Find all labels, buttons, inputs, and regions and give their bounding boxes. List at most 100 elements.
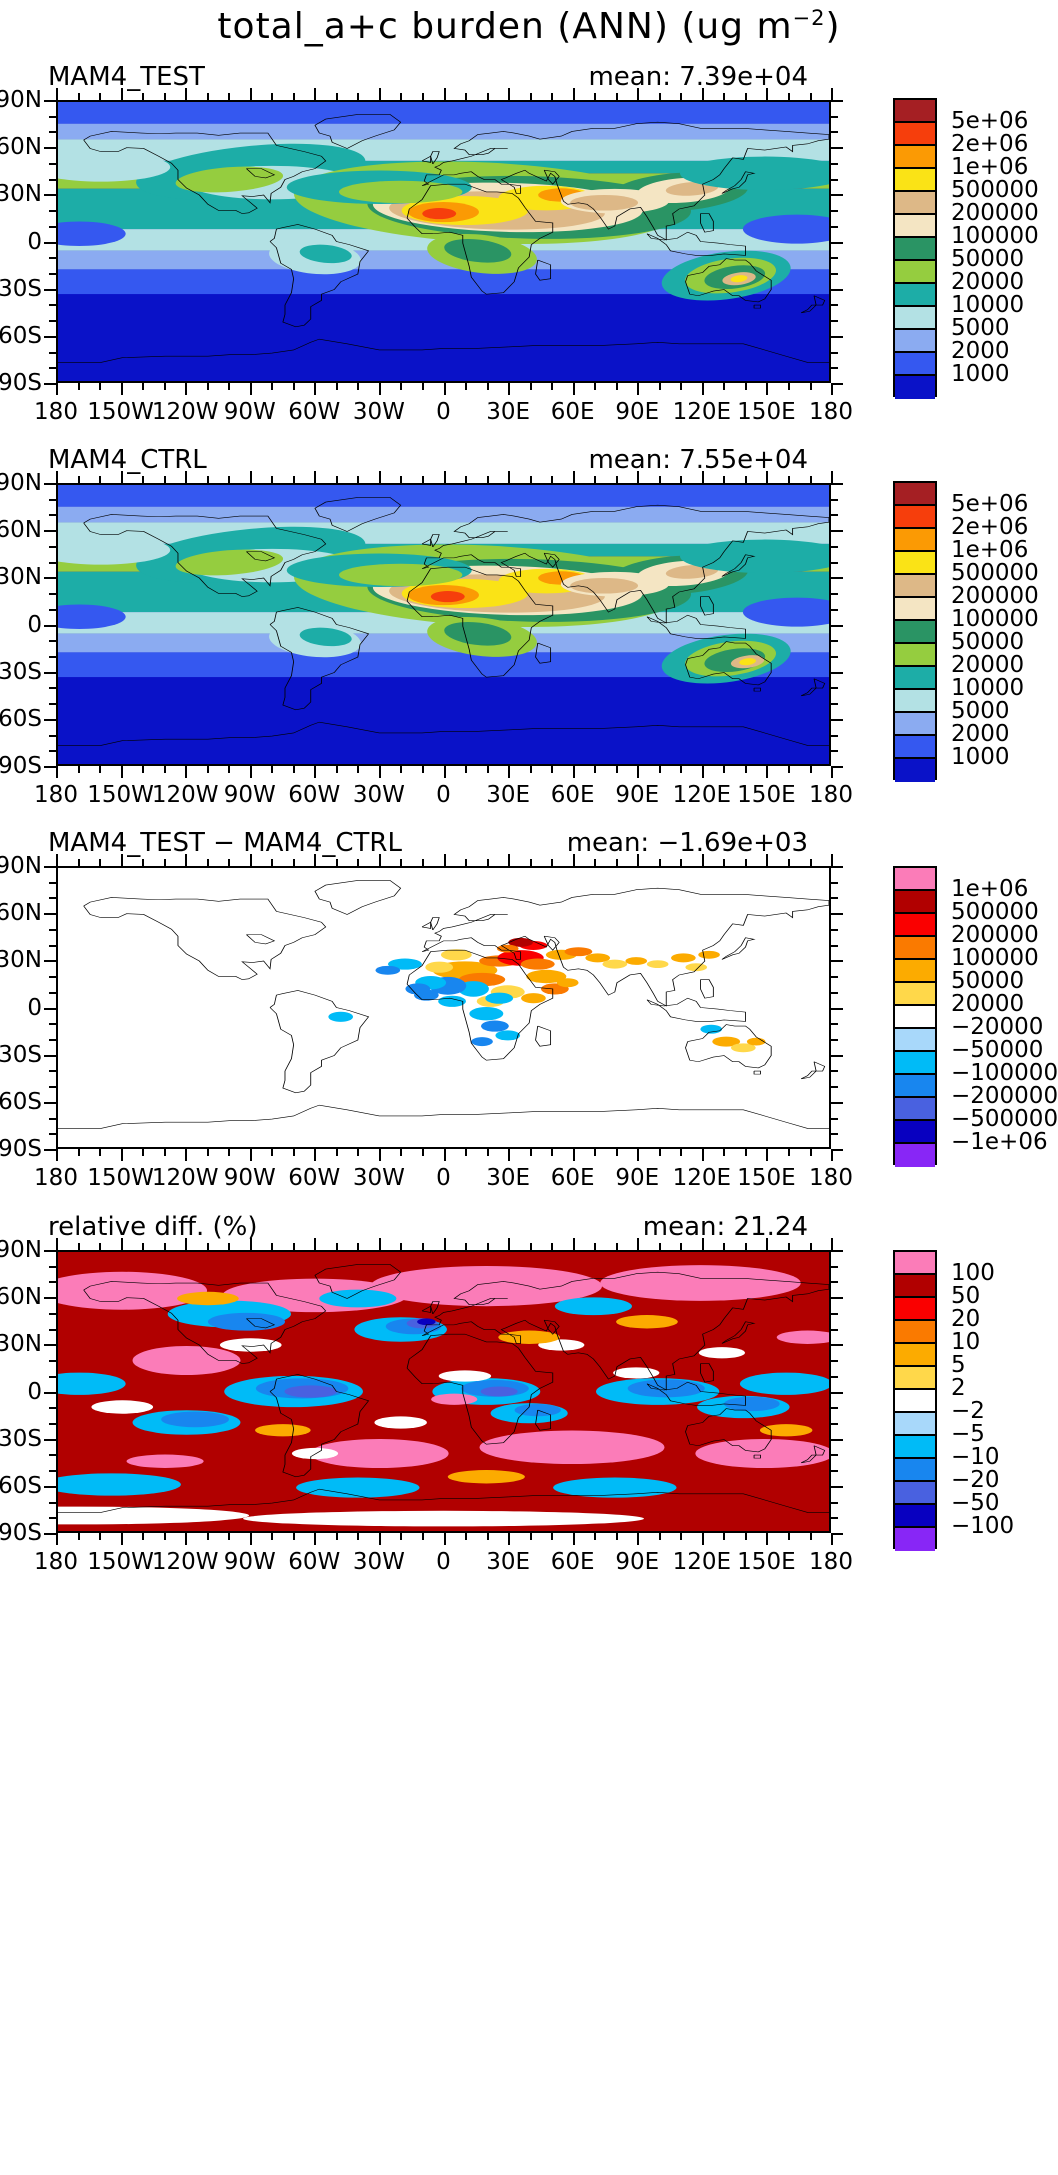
x-tick-minor-top: [142, 1243, 145, 1250]
colorbar-tick-label: 50000: [951, 629, 1025, 655]
y-tick-major: [44, 624, 56, 627]
figure-title-text: total_a+c burden (ANN) (ug m: [217, 6, 793, 47]
y-tick-minor-right: [831, 928, 838, 931]
x-tick-minor: [529, 383, 532, 390]
y-tick-minor: [49, 928, 56, 931]
x-tick-minor: [465, 1533, 467, 1540]
y-tick-major: [44, 671, 56, 674]
y-tick-minor-right: [831, 976, 838, 979]
colorbar-swatch: [895, 690, 935, 713]
colorbar-swatch: [895, 284, 935, 307]
x-tick-minor-top: [77, 476, 80, 483]
y-tick-major-right: [831, 671, 843, 674]
x-tick-minor: [809, 1533, 812, 1540]
x-tick-minor: [228, 1149, 231, 1156]
colorbar-swatch: [895, 960, 935, 983]
y-axis-label: 90S: [0, 370, 42, 396]
colorbar-tick-label: 5e+06: [951, 108, 1029, 134]
colorbar-swatch: [895, 914, 935, 937]
x-tick-minor-top: [680, 859, 683, 866]
x-tick-minor-top: [615, 476, 618, 483]
x-tick-minor: [400, 1533, 403, 1540]
x-tick-minor: [551, 383, 554, 390]
x-tick-minor-top: [422, 93, 424, 100]
x-tick-minor: [99, 383, 102, 390]
y-tick-major-right: [831, 718, 843, 721]
x-tick-major-top: [249, 88, 252, 100]
colorbar-tick-label: −20: [951, 1467, 1000, 1493]
y-axis-label: 60N: [0, 517, 42, 544]
x-axis-label: 0: [436, 1549, 451, 1575]
colorbar-swatch: [895, 667, 935, 690]
y-tick-minor-right: [831, 257, 838, 260]
x-tick-major: [185, 1149, 188, 1161]
colorbar-swatch: [895, 1459, 935, 1482]
colorbar-tick-label: −10: [951, 1444, 1000, 1470]
x-tick-minor: [744, 1149, 747, 1156]
x-axis-label: 120W: [151, 782, 219, 808]
colorbar-tick-label: 50000: [951, 968, 1025, 994]
x-tick-minor-top: [658, 1243, 661, 1250]
x-tick-minor: [486, 1149, 489, 1156]
y-tick-minor-right: [831, 687, 838, 690]
x-tick-minor-top: [99, 1243, 102, 1250]
x-tick-minor-top: [228, 93, 231, 100]
x-tick-minor: [292, 383, 295, 390]
x-tick-major: [378, 383, 381, 395]
x-tick-major-top: [56, 854, 58, 866]
x-tick-minor: [206, 1533, 209, 1540]
x-axis-label: 60W: [288, 1165, 341, 1191]
colorbar-swatch: [895, 123, 935, 146]
y-tick-minor: [49, 210, 56, 213]
x-tick-minor: [422, 1533, 424, 1540]
x-tick-minor-top: [357, 476, 360, 483]
colorbar-tick-label: 5000: [951, 315, 1010, 341]
y-tick-minor: [49, 608, 56, 611]
y-tick-major-right: [831, 1054, 843, 1057]
x-tick-major-top: [249, 854, 252, 866]
x-tick-minor-top: [142, 93, 145, 100]
x-tick-minor-top: [529, 93, 532, 100]
colorbar-tick-label: 20000: [951, 991, 1025, 1017]
y-tick-minor: [49, 320, 56, 323]
y-tick-minor: [49, 593, 56, 596]
x-tick-minor-top: [99, 93, 102, 100]
y-tick-minor: [49, 1086, 56, 1089]
x-tick-minor-top: [77, 859, 80, 866]
y-tick-major-right: [831, 100, 843, 102]
x-tick-major-top: [443, 88, 446, 100]
x-tick-major: [185, 383, 188, 395]
colorbar-tick-label: −20000: [951, 1014, 1044, 1040]
x-tick-minor-top: [809, 476, 812, 483]
x-tick-minor: [680, 1149, 683, 1156]
y-tick-minor: [49, 367, 56, 370]
x-tick-minor-top: [271, 859, 274, 866]
x-tick-major: [637, 383, 640, 395]
x-tick-minor-top: [142, 476, 145, 483]
x-tick-major: [701, 383, 704, 395]
y-tick-major: [44, 241, 56, 244]
x-tick-minor: [99, 766, 102, 773]
y-tick-minor-right: [831, 1070, 838, 1073]
y-tick-minor-right: [831, 162, 838, 165]
x-tick-major-top: [249, 1238, 252, 1250]
x-axis-label: 120W: [151, 399, 219, 425]
y-tick-major: [44, 1054, 56, 1057]
x-axis-label: 150W: [87, 1165, 154, 1191]
x-tick-major-top: [249, 471, 252, 483]
x-axis-label: 150W: [87, 782, 154, 808]
x-tick-major: [249, 766, 252, 778]
colorbar-tick-label: −100: [951, 1513, 1015, 1539]
x-tick-major: [120, 383, 123, 395]
x-tick-major-top: [572, 854, 575, 866]
x-tick-major-top: [637, 88, 640, 100]
x-tick-major-top: [831, 1238, 833, 1250]
colorbar-strip: [893, 98, 937, 399]
y-tick-minor-right: [831, 1375, 838, 1378]
x-tick-minor-top: [723, 93, 726, 100]
x-tick-minor-top: [99, 859, 102, 866]
y-tick-minor-right: [831, 1133, 838, 1136]
colorbar-swatch: [895, 1006, 935, 1029]
x-tick-minor: [551, 1533, 554, 1540]
x-tick-minor: [787, 766, 790, 773]
